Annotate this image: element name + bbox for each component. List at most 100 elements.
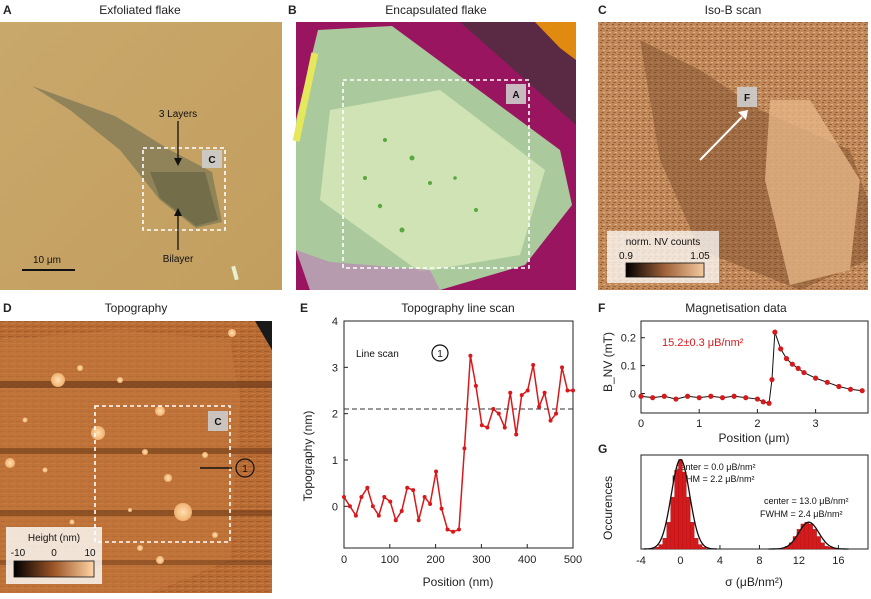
arrow-to-flake xyxy=(699,116,743,161)
data-point xyxy=(719,395,726,401)
panel-a: A Exfoliated flake C 3 Layers Bilayer 10… xyxy=(0,3,282,290)
y-axis-label: B_NV (mT) xyxy=(601,332,615,392)
data-point xyxy=(451,529,456,534)
panel-letter: E xyxy=(300,301,308,315)
series-line xyxy=(343,355,573,533)
panel-title: Encapsulated flake xyxy=(385,3,487,17)
fit-annotation: center = 0.0 μB/nm² xyxy=(676,462,755,472)
histogram-bar xyxy=(698,544,703,550)
data-point xyxy=(813,375,819,381)
annotation-3-layers: 3 Layers xyxy=(159,109,197,120)
data-point xyxy=(399,508,404,513)
x-tick-label: 3 xyxy=(813,418,819,430)
data-point xyxy=(393,518,398,523)
data-point xyxy=(531,363,536,368)
roi-label-box xyxy=(202,150,222,168)
data-point xyxy=(456,527,461,532)
data-point xyxy=(571,388,575,393)
panel-title: Exfoliated flake xyxy=(99,3,181,17)
fit-annotation: FWHM = 2.4 μB/nm² xyxy=(760,509,842,519)
data-point xyxy=(795,365,801,371)
data-point xyxy=(496,411,501,416)
y-axis-label: Topography (nm) xyxy=(301,411,315,502)
linescan-marker-circle xyxy=(235,458,255,478)
data-point xyxy=(772,329,778,335)
x-tick-label: 8 xyxy=(756,555,762,567)
data-point xyxy=(473,383,478,388)
panel-d: D Topography C 1 Height (nm) -10 0 10 xyxy=(0,301,272,593)
panel-title: Topography line scan xyxy=(401,301,514,315)
data-point xyxy=(439,506,444,511)
histogram-bar xyxy=(694,538,699,550)
data-point xyxy=(502,425,507,430)
histogram-bar xyxy=(808,523,813,550)
magnetisation-plot: 0 1 2 3 0 0.1 0.2 xyxy=(621,320,869,430)
y-tick-label: 0 xyxy=(332,501,338,513)
y-tick-label: 0 xyxy=(630,388,636,400)
x-tick-label: 12 xyxy=(793,555,805,567)
x-axis-label: Position (μm) xyxy=(719,431,790,445)
data-point xyxy=(388,499,393,504)
colorbar-title: norm. NV counts xyxy=(626,237,700,248)
colorbar-max: 1.05 xyxy=(690,251,710,262)
colorbar-title: Height (nm) xyxy=(28,533,80,544)
histogram-bar xyxy=(678,459,683,550)
histogram-bar xyxy=(824,546,829,550)
histogram-bar xyxy=(812,529,817,550)
data-point xyxy=(491,407,496,412)
data-point xyxy=(434,469,439,474)
plot-frame xyxy=(640,454,869,550)
x-tick-label: 100 xyxy=(381,554,399,566)
data-point xyxy=(783,356,790,362)
roi-box xyxy=(94,405,231,543)
histogram-bar xyxy=(816,536,821,550)
data-point xyxy=(824,379,830,385)
y-tick-label: 0.1 xyxy=(621,361,636,373)
legend-label: Line scan xyxy=(356,349,399,360)
annotation-bilayer: Bilayer xyxy=(163,254,194,265)
roi-label-box xyxy=(208,411,228,431)
y-tick-label: 1 xyxy=(332,455,338,467)
data-point xyxy=(370,504,375,509)
x-tick-label: 1 xyxy=(696,418,702,430)
afm-dark-corner xyxy=(255,321,272,350)
plot-frame xyxy=(343,320,574,549)
panel-letter: F xyxy=(598,301,605,315)
x-tick-label: 2 xyxy=(754,418,760,430)
y-tick-label: 2 xyxy=(332,409,338,421)
substrate-orange xyxy=(535,22,576,60)
panel-c: C Iso-B scan F norm. NV counts 0.9 1.05 xyxy=(598,3,868,290)
histogram-bar xyxy=(682,471,687,550)
histogram-bar xyxy=(666,521,671,550)
data-point xyxy=(445,527,450,532)
line-scan-plot: 0 100 200 300 400 500 0 1 2 3 4 xyxy=(332,316,582,566)
data-point xyxy=(508,390,513,395)
histogram-bar xyxy=(670,496,675,550)
legend-circle xyxy=(431,344,449,362)
stripe xyxy=(0,381,272,388)
panel-f: F Magnetisation data B_NV (mT) Position … xyxy=(598,301,869,445)
x-axis-label: Position (nm) xyxy=(423,575,494,589)
x-axis-label: σ (μB/nm²) xyxy=(725,575,783,589)
x-tick-label: 400 xyxy=(518,554,536,566)
data-point xyxy=(422,495,427,500)
data-point xyxy=(359,495,364,500)
panel-g: G Occurences σ (μB/nm²) center = 0.0 μB/… xyxy=(598,442,869,589)
data-point xyxy=(778,346,784,352)
data-point xyxy=(548,418,553,423)
histogram-bar xyxy=(686,496,691,550)
fit-annotation: FWHM = 2.2 μB/nm² xyxy=(672,474,754,484)
roi-label: F xyxy=(744,93,750,104)
roi-box xyxy=(142,147,226,231)
histogram-bar xyxy=(674,470,679,550)
data-point xyxy=(376,513,381,518)
data-point xyxy=(836,383,842,390)
yellow-strip xyxy=(292,52,319,142)
colorbar-tick: 0 xyxy=(51,548,57,559)
roi-box xyxy=(342,79,530,269)
data-point xyxy=(347,504,352,509)
data-point xyxy=(760,399,766,405)
arrowhead-icon xyxy=(174,208,182,216)
data-point xyxy=(525,388,530,393)
x-tick-label: 500 xyxy=(564,554,582,566)
